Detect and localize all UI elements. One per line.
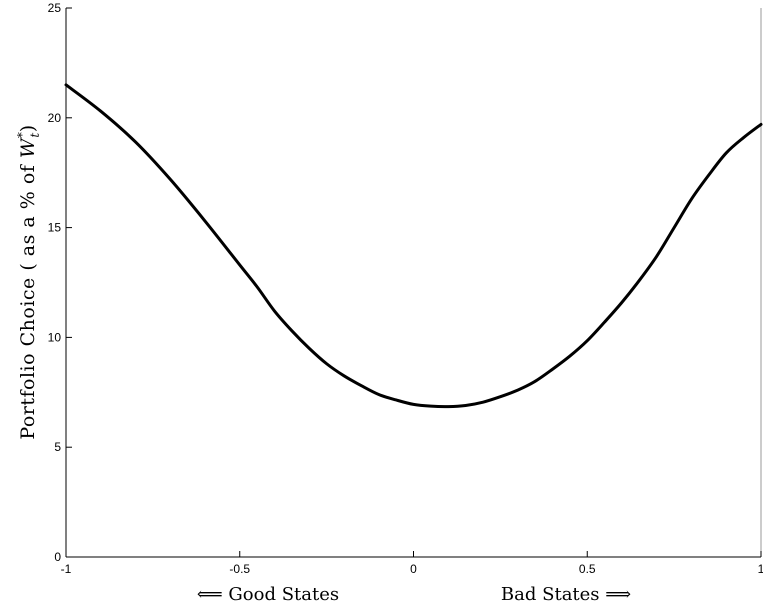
y-tick-label: 25 [48,1,62,15]
x-tick-label: -1 [61,562,72,576]
x-tick-label: 1 [758,562,763,576]
y-tick-label: 15 [48,221,62,235]
y-tick-label: 0 [54,550,61,564]
y-tick-label: 20 [48,111,62,125]
x-tick-label: 0.5 [579,562,596,576]
ticks [65,7,762,558]
y-axis-title: Portfolio Choice ( as a % of W*t) [15,124,42,439]
portfolio-choice-line [64,83,763,409]
y-tick-label: 5 [54,440,61,454]
y-axis-title-sup: * [15,132,29,139]
x-tick-label: 0 [410,562,417,576]
bad-states-label: Bad States ⟹ [501,584,631,605]
svg-text:Portfolio Choice ( as a % of W: Portfolio Choice ( as a % of W*t) [15,124,42,439]
y-axis-title-suffix: ) [17,124,39,132]
axes [65,8,762,558]
x-tick-label: -0.5 [229,562,250,576]
y-axis-title-var: W [17,137,39,158]
y-tick-label: 10 [48,330,62,344]
y-axis-title-prefix: Portfolio Choice ( as a % of [17,158,39,440]
y-axis-title-sub: t [28,132,42,137]
good-states-label: ⟸ Good States [197,584,339,605]
